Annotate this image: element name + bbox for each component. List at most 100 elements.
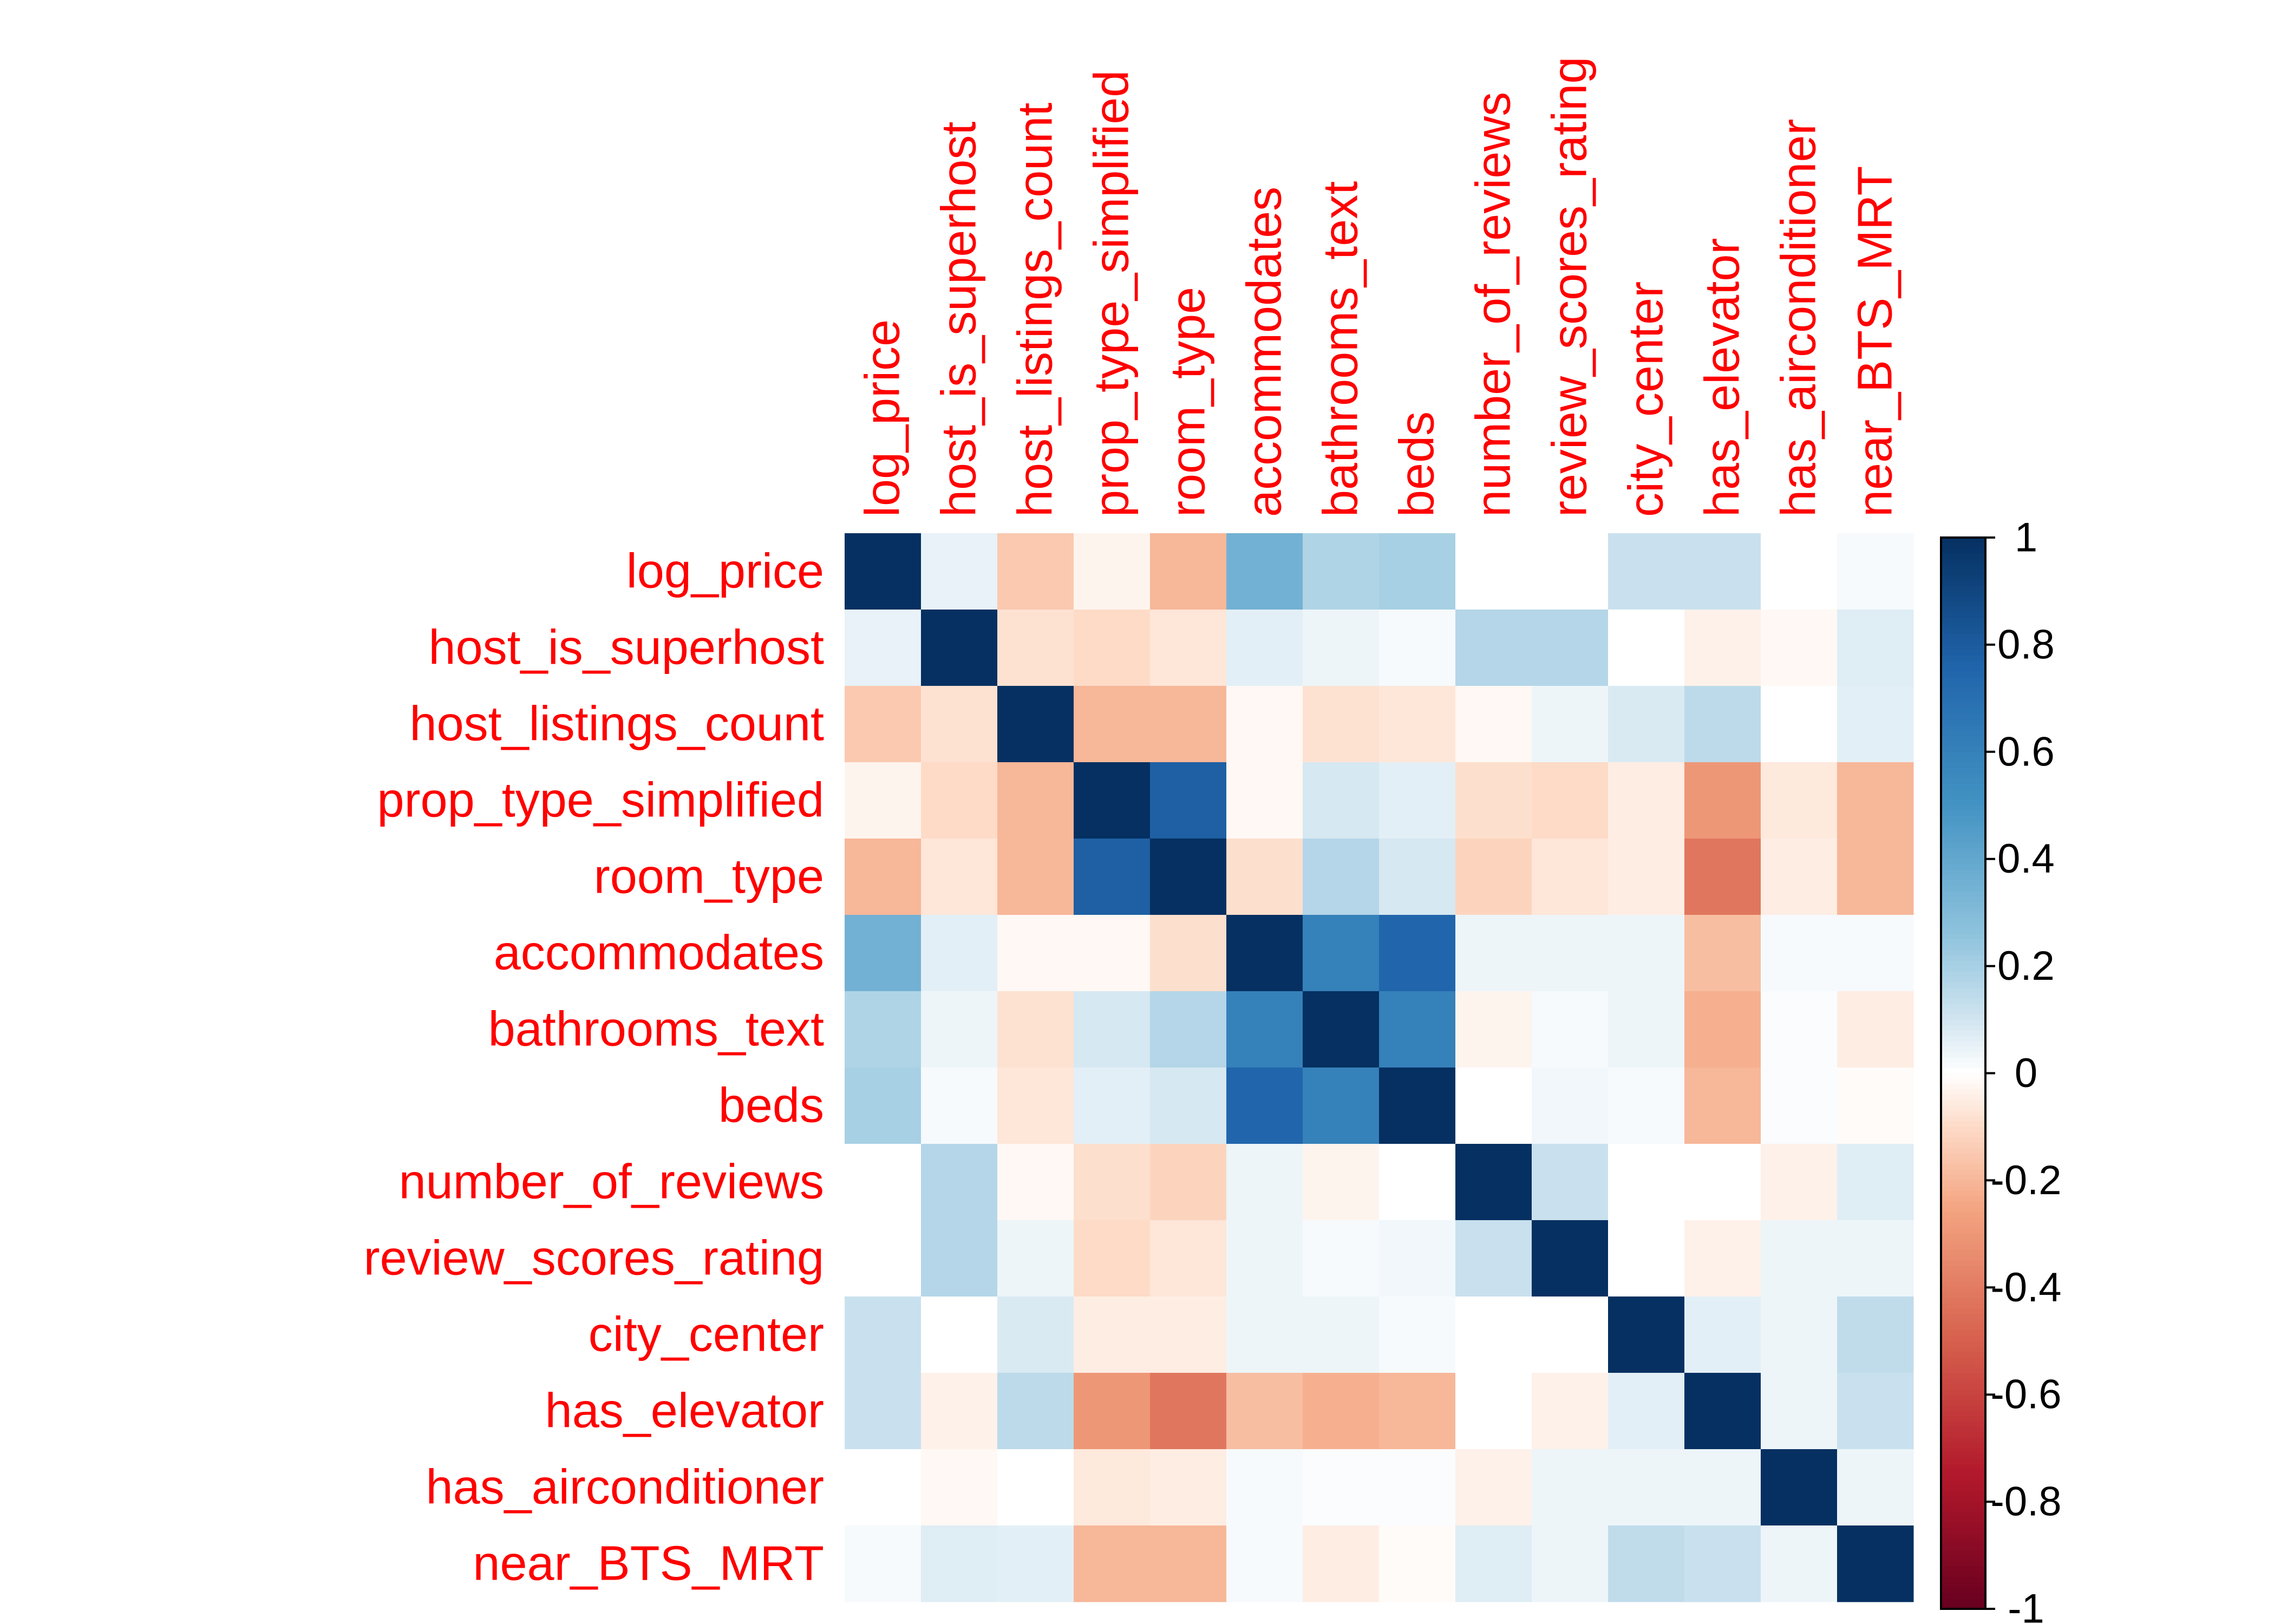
colorbar-swatch: [1941, 1512, 1985, 1518]
cell-review-scores-rating-x-has-elevator: [1684, 1220, 1761, 1297]
colorbar-swatch: [1941, 1223, 1985, 1229]
colorbar-swatch: [1941, 778, 1985, 784]
colorbar-tick-label: -0.2: [1991, 1157, 2062, 1203]
colorbar-swatch: [1941, 1196, 1985, 1202]
cell-has-airconditioner-x-number-of-reviews: [1455, 1449, 1532, 1526]
colorbar-swatch: [1941, 1068, 1985, 1074]
colorbar-swatch: [1941, 1560, 1985, 1567]
cell-has-airconditioner-x-near-bts-mrt: [1837, 1449, 1914, 1526]
cell-log-price-x-review-scores-rating: [1532, 533, 1609, 610]
colorbar-swatch: [1941, 709, 1985, 715]
colorbar-swatch: [1941, 971, 1985, 978]
cell-host-listings-count-x-has-airconditioner: [1761, 686, 1838, 763]
colorbar-tick-label: 1: [2015, 515, 2037, 561]
row-label-log-price: log_price: [626, 545, 824, 599]
colorbar-swatch: [1941, 955, 1985, 961]
cell-bathrooms-text-x-beds: [1379, 991, 1456, 1068]
colorbar-swatch: [1941, 1437, 1985, 1444]
cell-log-price-x-number-of-reviews: [1455, 533, 1532, 610]
colorbar-swatch: [1941, 1036, 1985, 1042]
colorbar-swatch: [1941, 982, 1985, 988]
cell-accommodates-x-accommodates: [1226, 915, 1303, 992]
colorbar-swatch: [1941, 1555, 1985, 1561]
cell-has-elevator-x-room-type: [1150, 1373, 1227, 1450]
cell-city-center-x-host-listings-count: [997, 1296, 1074, 1373]
cell-bathrooms-text-x-log-price: [845, 991, 922, 1068]
cell-review-scores-rating-x-room-type: [1150, 1220, 1227, 1297]
colorbar-swatch: [1941, 618, 1985, 624]
cell-prop-type-simplified-x-has-airconditioner: [1761, 762, 1838, 839]
column-label-number-of-reviews: number_of_reviews: [1467, 92, 1521, 517]
cell-near-bts-mrt-x-has-airconditioner: [1761, 1525, 1838, 1602]
cell-city-center-x-has-elevator: [1684, 1296, 1761, 1373]
row-label-city-center: city_center: [589, 1308, 824, 1362]
cell-has-elevator-x-beds: [1379, 1373, 1456, 1450]
colorbar-swatch: [1941, 993, 1985, 999]
cell-host-listings-count-x-city-center: [1608, 686, 1685, 763]
cell-room-type-x-has-airconditioner: [1761, 839, 1838, 915]
column-labels: log_price host_is_superhost host_listings_…: [856, 57, 1903, 517]
cell-room-type-x-city-center: [1608, 839, 1685, 915]
cell-accommodates-x-beds: [1379, 915, 1456, 992]
colorbar-swatch: [1941, 816, 1985, 822]
colorbar-swatch: [1941, 757, 1985, 763]
colorbar-swatch: [1941, 1105, 1985, 1111]
colorbar-swatch: [1941, 601, 1985, 608]
colorbar-swatch: [1941, 1212, 1985, 1219]
row-label-beds: beds: [718, 1079, 824, 1133]
colorbar-swatch: [1941, 848, 1985, 854]
colorbar-swatch: [1941, 751, 1985, 758]
colorbar-tick-label: 0.6: [1997, 729, 2055, 775]
cell-review-scores-rating-x-number-of-reviews: [1455, 1220, 1532, 1297]
cell-bathrooms-text-x-has-airconditioner: [1761, 991, 1838, 1068]
colorbar-swatch: [1941, 1593, 1985, 1599]
cell-city-center-x-review-scores-rating: [1532, 1296, 1609, 1373]
colorbar-swatch: [1941, 1003, 1985, 1010]
colorbar-swatch: [1941, 1394, 1985, 1400]
cell-has-airconditioner-x-has-airconditioner: [1761, 1449, 1838, 1526]
colorbar-swatch: [1941, 666, 1985, 672]
colorbar-swatch: [1941, 1491, 1985, 1497]
colorbar-swatch: [1941, 1132, 1985, 1138]
cell-review-scores-rating-x-review-scores-rating: [1532, 1220, 1609, 1297]
colorbar-swatch: [1941, 859, 1985, 865]
colorbar-swatch: [1941, 1330, 1985, 1337]
cell-host-is-superhost-x-review-scores-rating: [1532, 610, 1609, 686]
cell-city-center-x-city-center: [1608, 1296, 1685, 1373]
colorbar-swatch: [1941, 1598, 1985, 1604]
colorbar-swatch: [1941, 542, 1985, 549]
cell-city-center-x-number-of-reviews: [1455, 1296, 1532, 1373]
colorbar-swatch: [1941, 1475, 1985, 1481]
colorbar-swatch: [1941, 1603, 1985, 1609]
column-label-accommodates: accommodates: [1238, 187, 1292, 517]
cell-bathrooms-text-x-review-scores-rating: [1532, 991, 1609, 1068]
colorbar-swatch: [1941, 1255, 1985, 1261]
cell-log-price-x-host-listings-count: [997, 533, 1074, 610]
colorbar-swatch: [1941, 1153, 1985, 1160]
cell-accommodates-x-has-elevator: [1684, 915, 1761, 992]
colorbar-swatch: [1941, 949, 1985, 956]
cell-log-price-x-has-airconditioner: [1761, 533, 1838, 610]
cell-city-center-x-near-bts-mrt: [1837, 1296, 1914, 1373]
cell-bathrooms-text-x-number-of-reviews: [1455, 991, 1532, 1068]
colorbar-swatch: [1941, 725, 1985, 731]
colorbar-swatch: [1941, 639, 1985, 645]
cell-host-is-superhost-x-has-airconditioner: [1761, 610, 1838, 686]
colorbar-swatch: [1941, 886, 1985, 892]
cell-near-bts-mrt-x-room-type: [1150, 1525, 1227, 1602]
cell-review-scores-rating-x-has-airconditioner: [1761, 1220, 1838, 1297]
colorbar-swatch: [1941, 1041, 1985, 1047]
colorbar-swatch: [1941, 1453, 1985, 1459]
cell-number-of-reviews-x-host-listings-count: [997, 1144, 1074, 1221]
cell-review-scores-rating-x-host-listings-count: [997, 1220, 1074, 1297]
colorbar-swatch: [1941, 1030, 1985, 1037]
cell-number-of-reviews-x-accommodates: [1226, 1144, 1303, 1221]
colorbar-swatch: [1941, 596, 1985, 603]
cell-near-bts-mrt-x-accommodates: [1226, 1525, 1303, 1602]
colorbar-swatch: [1941, 1293, 1985, 1299]
cell-host-listings-count-x-has-elevator: [1684, 686, 1761, 763]
cell-number-of-reviews-x-near-bts-mrt: [1837, 1144, 1914, 1221]
cell-prop-type-simplified-x-review-scores-rating: [1532, 762, 1609, 839]
colorbar-swatch: [1941, 1046, 1985, 1052]
cell-host-listings-count-x-beds: [1379, 686, 1456, 763]
